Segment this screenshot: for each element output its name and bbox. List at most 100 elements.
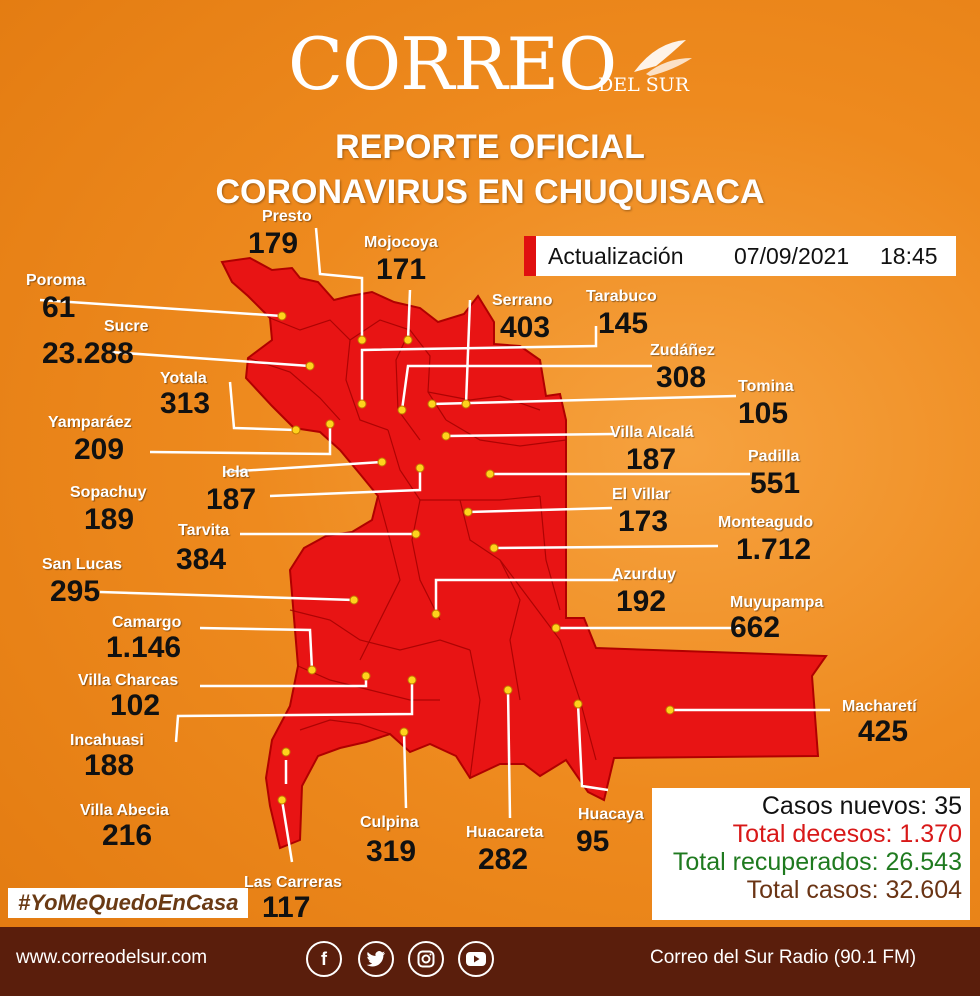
totals-panel: Casos nuevos: 35 Total decesos: 1.370 To… (652, 788, 970, 920)
marker-presto (357, 335, 367, 345)
label-name-san-lucas: San Lucas (42, 556, 123, 573)
label-value-villa-charcas: 102 (110, 689, 161, 722)
marker-icla (377, 457, 387, 467)
label-value-incahuasi: 188 (84, 749, 135, 782)
label-name-mojocoya: Mojocoya (364, 234, 438, 251)
label-value-tarabuco: 145 (598, 307, 649, 340)
label-name-villa-alcala: Villa Alcalá (610, 424, 694, 441)
update-label: Actualización (548, 242, 684, 269)
label-value-padilla: 551 (750, 467, 801, 500)
label-name-el-villar: El Villar (612, 486, 671, 503)
marker-machareti (665, 705, 675, 715)
marker-culpina (399, 727, 409, 737)
label-name-huacaya: Huacaya (578, 806, 644, 823)
marker-yotala (291, 425, 301, 435)
update-accent-bar (524, 236, 536, 276)
label-name-padilla: Padilla (748, 448, 800, 465)
marker-mojocoya (403, 335, 413, 345)
label-value-sucre: 23.288 (42, 337, 134, 370)
label-name-las-carreras: Las Carreras (244, 874, 342, 891)
label-value-serrano: 403 (500, 311, 551, 344)
label-value-culpina: 319 (366, 835, 417, 868)
hashtag: #YoMeQuedoEnCasa (8, 888, 249, 918)
label-name-azurduy: Azurduy (612, 566, 676, 583)
label-value-yotala: 313 (160, 387, 211, 420)
label-name-tarvita: Tarvita (178, 522, 230, 539)
marker-villa-alcala (441, 431, 451, 441)
label-name-presto: Presto (262, 208, 312, 225)
label-value-presto: 179 (248, 227, 299, 260)
marker-sucre (305, 361, 315, 371)
label-name-villa-charcas: Villa Charcas (78, 672, 179, 689)
marker-camargo (307, 665, 317, 675)
label-value-huacareta: 282 (478, 843, 529, 876)
label-name-monteagudo: Monteagudo (718, 514, 814, 531)
logo: CORREO DEL SUR (288, 24, 708, 104)
label-value-camargo: 1.146 (106, 631, 182, 664)
marker-incahuasi (407, 675, 417, 685)
marker-zudanez (397, 405, 407, 415)
update-box: Actualización 07/09/2021 18:45 (524, 236, 956, 276)
label-value-villa-abecia: 216 (102, 819, 153, 852)
label-name-serrano: Serrano (492, 292, 553, 309)
marker-villa-abecia (281, 747, 291, 757)
municipal-boundaries (247, 317, 597, 779)
marker-las-carreras (277, 795, 287, 805)
label-name-camargo: Camargo (112, 614, 182, 631)
label-value-mojocoya: 171 (376, 253, 427, 286)
label-name-yotala: Yotala (160, 370, 207, 387)
marker-huacareta (503, 685, 513, 695)
marker-sopachuy (415, 463, 425, 473)
label-name-zudanez: Zudáñez (650, 342, 715, 359)
marker-monteagudo (489, 543, 499, 553)
marker-azurduy (431, 609, 441, 619)
new-cases-total: Casos nuevos: 35 (761, 792, 962, 820)
label-value-machareti: 425 (858, 715, 909, 748)
label-value-poroma: 61 (42, 291, 76, 324)
twitter-icon[interactable] (358, 941, 394, 977)
label-name-incahuasi: Incahuasi (70, 732, 144, 749)
update-time: 18:45 (880, 242, 938, 269)
label-value-yamparaez: 209 (74, 433, 125, 466)
radio-info: Correo del Sur Radio (90.1 FM) (650, 947, 917, 968)
label-value-muyupampa: 662 (730, 611, 781, 644)
marker-villa-charcas (361, 671, 371, 681)
facebook-icon[interactable]: f (306, 941, 342, 977)
marker-tarvita (411, 529, 421, 539)
label-name-huacareta: Huacareta (466, 824, 544, 841)
instagram-icon[interactable] (408, 941, 444, 977)
label-value-villa-alcala: 187 (626, 443, 677, 476)
label-value-tomina: 105 (738, 397, 789, 430)
leaf-logo-icon (634, 40, 692, 76)
recovered-total: Total recuperados: 26.543 (672, 848, 962, 876)
marker-huacaya (573, 699, 583, 709)
label-name-tarabuco: Tarabuco (586, 288, 657, 305)
label-name-sucre: Sucre (104, 318, 149, 335)
logo-main: CORREO (288, 22, 617, 106)
marker-poroma (277, 311, 287, 321)
label-name-tomina: Tomina (738, 378, 794, 395)
footer: www.correodelsur.com f Correo del Sur Ra… (0, 927, 980, 996)
label-value-las-carreras: 117 (262, 891, 311, 924)
label-value-sopachuy: 189 (84, 503, 135, 536)
label-value-monteagudo: 1.712 (736, 533, 812, 566)
deaths-total: Total decesos: 1.370 (732, 820, 962, 848)
label-value-tarvita: 384 (176, 543, 227, 576)
label-name-muyupampa: Muyupampa (730, 594, 824, 611)
marker-serrano (461, 399, 471, 409)
youtube-icon[interactable] (458, 941, 494, 977)
update-date: 07/09/2021 (734, 242, 850, 269)
marker-san-lucas (349, 595, 359, 605)
label-value-azurduy: 192 (616, 585, 667, 618)
label-value-huacaya: 95 (576, 825, 610, 858)
label-name-yamparaez: Yamparáez (48, 414, 132, 431)
report-title: REPORTE OFICIAL (335, 128, 645, 166)
label-value-el-villar: 173 (618, 505, 669, 538)
label-name-machareti: Macharetí (842, 698, 917, 715)
label-name-icla: Icla (222, 464, 249, 481)
label-value-zudanez: 308 (656, 361, 707, 394)
website-link[interactable]: www.correodelsur.com (16, 947, 208, 968)
marker-yamparaez (325, 419, 335, 429)
location-markers (277, 311, 675, 805)
label-value-icla: 187 (206, 483, 257, 516)
